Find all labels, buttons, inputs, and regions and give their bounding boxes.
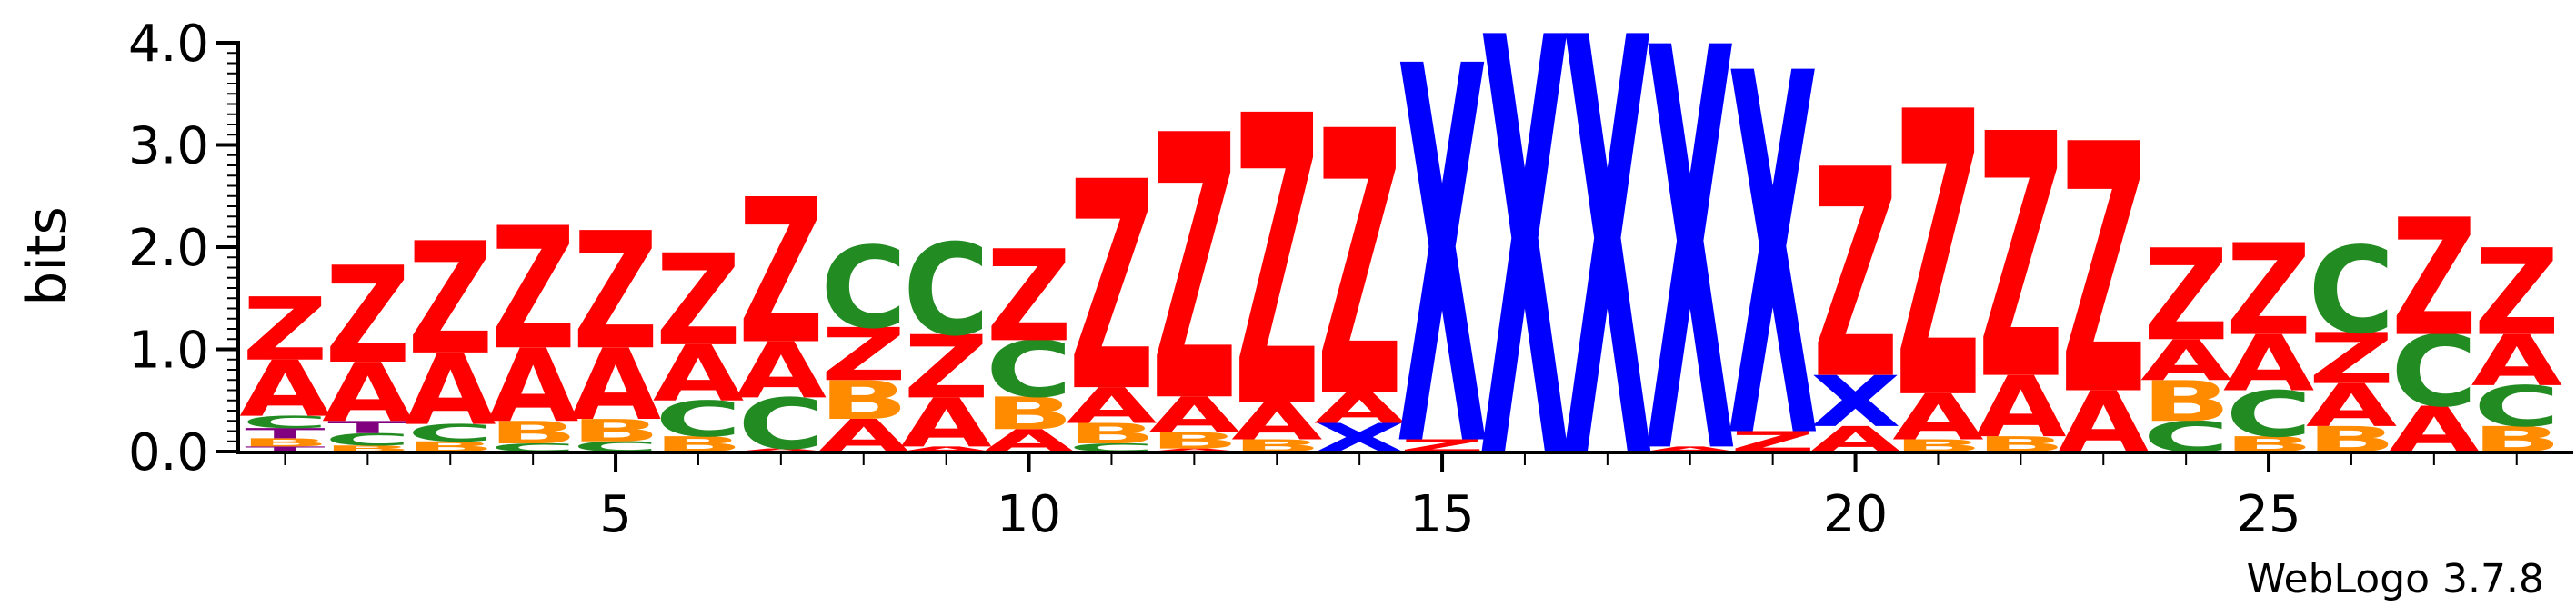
- logo-letter-a-pos3: A: [405, 333, 496, 448]
- logo-letter-c-pos27: C: [2391, 315, 2477, 430]
- logo-letter-z-pos6: Z: [656, 227, 741, 374]
- logo-letter-z-pos2: Z: [325, 238, 410, 392]
- logo-letter-z-pos21: Z: [1895, 30, 1980, 486]
- logo-letter-a-pos12: A: [1148, 448, 1239, 452]
- logo-letter-b-pos8: B: [818, 370, 908, 432]
- logo-letter-z-pos10: Z: [987, 223, 1072, 370]
- logo-letter-a-pos11: A: [1066, 378, 1158, 434]
- logo-letter-c-pos2: C: [325, 430, 411, 450]
- logo-letter-a-pos9: A: [901, 445, 992, 453]
- logo-letter-a-pos1: A: [239, 344, 331, 434]
- x-tick-label: 20: [1823, 485, 1888, 544]
- x-tick-label: 5: [599, 485, 632, 544]
- logo-letter-b-pos2: B: [323, 443, 413, 453]
- logo-letter-z-pos26: Z: [2309, 319, 2394, 401]
- logo-letter-a-pos6: A: [653, 329, 745, 419]
- x-tick-label: 15: [1409, 485, 1474, 544]
- logo-letter-b-pos5: B: [571, 413, 661, 449]
- logo-letter-x-pos17: X: [1562, 0, 1653, 588]
- logo-letter-c-pos25: C: [2226, 377, 2312, 451]
- logo-letter-x-pos20: X: [1810, 362, 1901, 443]
- logo-letter-a-pos26: A: [2306, 373, 2397, 441]
- y-tick-label: 2.0: [128, 219, 209, 278]
- logo-letter-z-pos11: Z: [1068, 121, 1154, 455]
- logo-letter-x-pos19: X: [1728, 0, 1819, 549]
- logo-letter-b-pos10: B: [984, 388, 1074, 440]
- logo-letter-t-pos1: T: [245, 425, 325, 442]
- logo-letter-a-pos24: A: [2140, 328, 2232, 393]
- logo-letter-t-pos1: T: [245, 445, 326, 453]
- logo-letter-z-pos24: Z: [2143, 222, 2229, 369]
- logo-letter-b-pos24: B: [2141, 369, 2231, 434]
- logo-letter-z-pos7: Z: [738, 158, 824, 389]
- logo-letter-a-pos25: A: [2223, 319, 2315, 409]
- logo-letter-a-pos14: A: [1314, 384, 1405, 433]
- logo-letter-c-pos1: C: [242, 412, 328, 432]
- logo-letter-a-pos18: A: [1645, 445, 1736, 453]
- logo-letter-c-pos6: C: [655, 392, 741, 448]
- logo-letter-a-pos9: A: [901, 384, 993, 462]
- logo-letter-b-pos4: B: [488, 415, 578, 451]
- logo-letter-z-pos22: Z: [1978, 65, 2063, 455]
- logo-letter-z-pos27: Z: [2391, 184, 2477, 373]
- logo-letter-z-pos3: Z: [407, 210, 493, 390]
- weblogo-version-footer: WebLogo 3.7.8: [2247, 556, 2544, 602]
- logo-letter-b-pos11: B: [1067, 418, 1157, 451]
- logo-letter-z-pos1: Z: [242, 279, 327, 381]
- logo-letter-t-pos2: T: [327, 418, 407, 438]
- logo-letter-z-pos12: Z: [1151, 60, 1237, 483]
- logo-letter-z-pos8: Z: [821, 313, 907, 398]
- logo-letter-a-pos28: A: [2471, 321, 2563, 402]
- logo-letter-x-pos18: X: [1645, 0, 1736, 577]
- y-tick-label: 3.0: [128, 117, 209, 176]
- logo-letter-a-pos21: A: [1892, 381, 1983, 454]
- x-tick-label: 25: [2236, 485, 2300, 544]
- logo-letter-a-pos12: A: [1148, 387, 1240, 443]
- logo-letter-b-pos12: B: [1149, 428, 1239, 454]
- logo-letter-a-pos2: A: [322, 346, 413, 441]
- y-tick-label: 1.0: [128, 322, 209, 381]
- logo-letter-a-pos13: A: [1231, 392, 1322, 452]
- logo-letter-b-pos1: B: [240, 436, 330, 449]
- y-tick-label: 4.0: [128, 15, 209, 74]
- logo-letter-z-pos20: Z: [1813, 109, 1899, 443]
- y-axis-label: bits: [15, 206, 79, 306]
- logo-letter-c-pos10: C: [986, 324, 1072, 414]
- x-tick-label: 10: [997, 485, 1061, 544]
- logo-letter-stacks: TBTCAZBCTAZBCAZCBAZCBAZBCAZACAZABZCAAZCA…: [239, 0, 2562, 588]
- logo-letter-z-pos28: Z: [2474, 224, 2560, 363]
- logo-letter-z-pos9: Z: [904, 316, 989, 418]
- logo-letter-c-pos8: C: [820, 224, 907, 353]
- logo-letter-c-pos28: C: [2473, 374, 2560, 440]
- logo-letter-a-pos7: A: [736, 448, 827, 452]
- logo-letter-a-pos4: A: [487, 328, 578, 445]
- chart-axes: 0.0 1.0 2.0 3.0 4.0 5 10 15 20 25: [128, 15, 2573, 544]
- logo-letter-a-pos5: A: [570, 329, 661, 443]
- logo-letter-z-pos13: Z: [1234, 33, 1319, 497]
- logo-letter-x-pos15: X: [1397, 0, 1488, 562]
- logo-letter-z-pos4: Z: [490, 192, 576, 387]
- logo-letter-z-pos5: Z: [573, 198, 658, 386]
- y-tick-label: 0.0: [128, 423, 209, 482]
- logo-letter-z-pos25: Z: [2226, 216, 2311, 363]
- logo-letter-z-pos23: Z: [2060, 72, 2146, 472]
- logo-letter-a-pos22: A: [1975, 358, 2066, 456]
- logo-letter-x-pos16: X: [1479, 0, 1570, 588]
- logo-letter-z-pos14: Z: [1317, 56, 1402, 480]
- logo-letter-a-pos7: A: [736, 325, 827, 415]
- logo-letter-c-pos26: C: [2308, 222, 2394, 361]
- logo-letter-c-pos9: C: [903, 216, 989, 363]
- logo-letter-c-pos3: C: [407, 420, 494, 448]
